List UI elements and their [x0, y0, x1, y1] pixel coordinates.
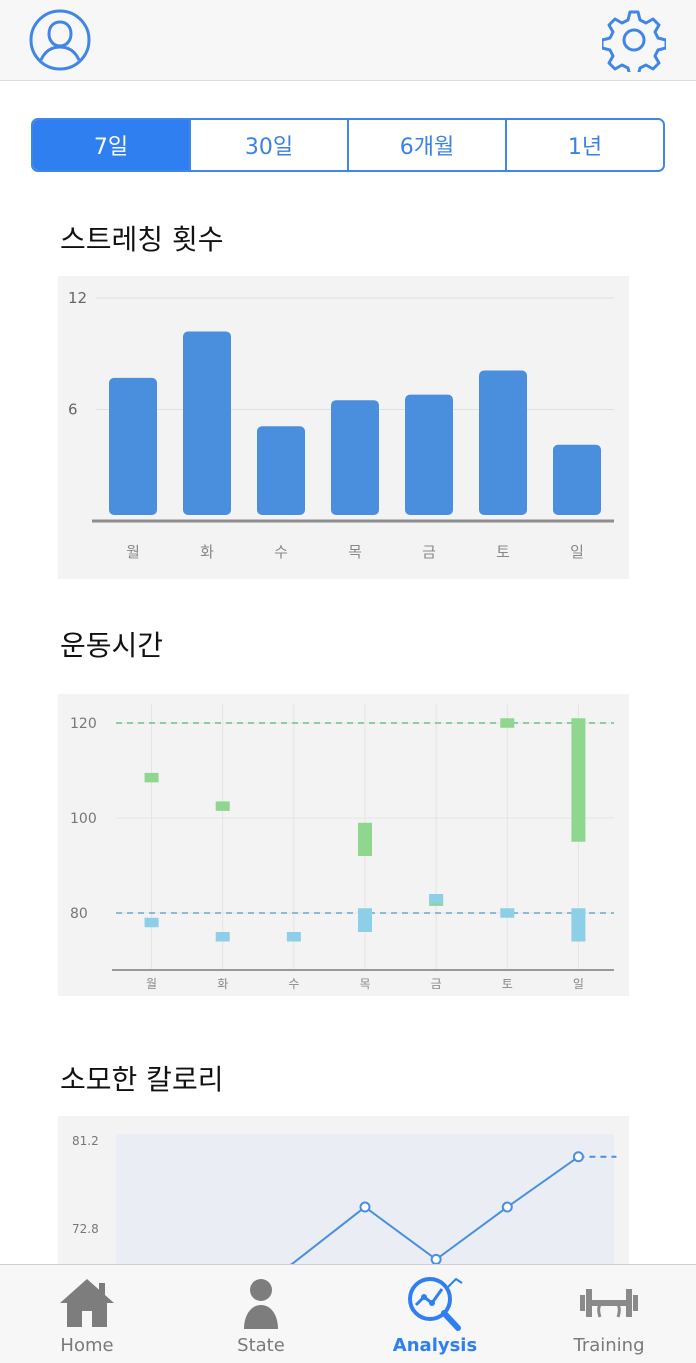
range-bar-토 [500, 718, 515, 728]
y-tick-label: 120 [70, 716, 97, 732]
x-tick-label: 토 [502, 977, 513, 991]
range-bar-토 [500, 908, 515, 918]
y-tick-label: 100 [70, 811, 97, 827]
x-tick-label: 화 [217, 977, 228, 991]
calories-title: 소모한 칼로리 [60, 1063, 224, 1096]
tab-bar: Home State Analysis [0, 1264, 696, 1363]
home-icon [56, 1273, 118, 1333]
period-7days[interactable]: 7일 [33, 120, 189, 170]
calories-chart-svg: 81.2 72.8 [72, 1134, 617, 1276]
tab-state[interactable]: State [174, 1265, 348, 1363]
tab-home-label: Home [60, 1335, 114, 1356]
stretch-count-title: 스트레칭 횟수 [60, 223, 224, 256]
user-circle-icon[interactable] [28, 8, 92, 72]
tab-training[interactable]: Training [522, 1265, 696, 1363]
y-tick-label: 72.8 [72, 1222, 99, 1236]
data-point [572, 1151, 584, 1163]
x-tick-label: 토 [496, 543, 510, 561]
bar-화 [183, 331, 231, 515]
dumbbell-icon [578, 1273, 640, 1333]
gear-icon[interactable] [602, 8, 666, 72]
tab-state-label: State [237, 1335, 285, 1356]
period-segmented-control: 7일 30일 6개월 1년 [31, 118, 665, 172]
exercise-time-title: 운동시간 [60, 629, 164, 662]
x-tick-label: 화 [200, 543, 214, 561]
stretch-count-chart-svg: 6 12 월 화 수 목 금 토 일 [68, 289, 614, 561]
x-tick-label: 수 [288, 977, 299, 991]
range-bar-월 [144, 917, 159, 928]
top-bar [0, 0, 696, 81]
range-bar-월 [144, 772, 159, 783]
tab-analysis-label: Analysis [392, 1335, 478, 1356]
x-tick-label: 수 [274, 543, 288, 561]
period-1year[interactable]: 1년 [505, 120, 663, 170]
x-tick-label: 일 [573, 977, 584, 991]
bar-목 [331, 400, 379, 515]
tab-analysis[interactable]: Analysis [348, 1265, 522, 1363]
person-icon [230, 1273, 292, 1333]
x-tick-label: 목 [348, 543, 362, 561]
bar-일 [553, 444, 601, 515]
x-tick-label: 금 [422, 543, 436, 561]
y-tick-label: 6 [68, 401, 78, 419]
range-bar-목 [358, 908, 372, 932]
range-bar-목 [358, 822, 372, 856]
range-bar-금 [429, 894, 444, 904]
data-point [501, 1201, 513, 1213]
y-tick-label: 12 [68, 289, 87, 307]
bar-수 [257, 426, 305, 515]
range-bar-일 [571, 718, 586, 842]
range-bar-화 [215, 801, 230, 811]
data-point [359, 1201, 371, 1213]
y-tick-label: 80 [70, 906, 88, 922]
period-6months[interactable]: 6개월 [347, 120, 505, 170]
tab-home[interactable]: Home [0, 1265, 174, 1363]
range-bar-수 [286, 932, 301, 942]
x-tick-label: 금 [431, 977, 442, 991]
exercise-time-chart: 80 100 120 월 화 수 목 금 토 일 [58, 694, 629, 996]
range-bar-화 [215, 932, 230, 942]
analysis-icon [404, 1273, 466, 1333]
bar-금 [405, 394, 453, 515]
period-30days[interactable]: 30일 [189, 120, 347, 170]
x-tick-label: 월 [146, 977, 157, 991]
calories-chart: 81.2 72.8 [58, 1116, 629, 1276]
range-bar-일 [571, 908, 586, 942]
x-tick-label: 일 [570, 543, 584, 561]
x-tick-label: 월 [126, 543, 140, 561]
bar-토 [479, 370, 527, 515]
x-tick-label: 목 [359, 977, 370, 991]
exercise-time-chart-svg: 80 100 120 월 화 수 목 금 토 일 [70, 704, 614, 991]
stretch-count-chart: 6 12 월 화 수 목 금 토 일 [58, 276, 629, 579]
data-point [430, 1253, 442, 1265]
y-tick-label: 81.2 [72, 1134, 99, 1148]
tab-training-label: Training [573, 1335, 645, 1356]
bar-월 [109, 377, 157, 515]
